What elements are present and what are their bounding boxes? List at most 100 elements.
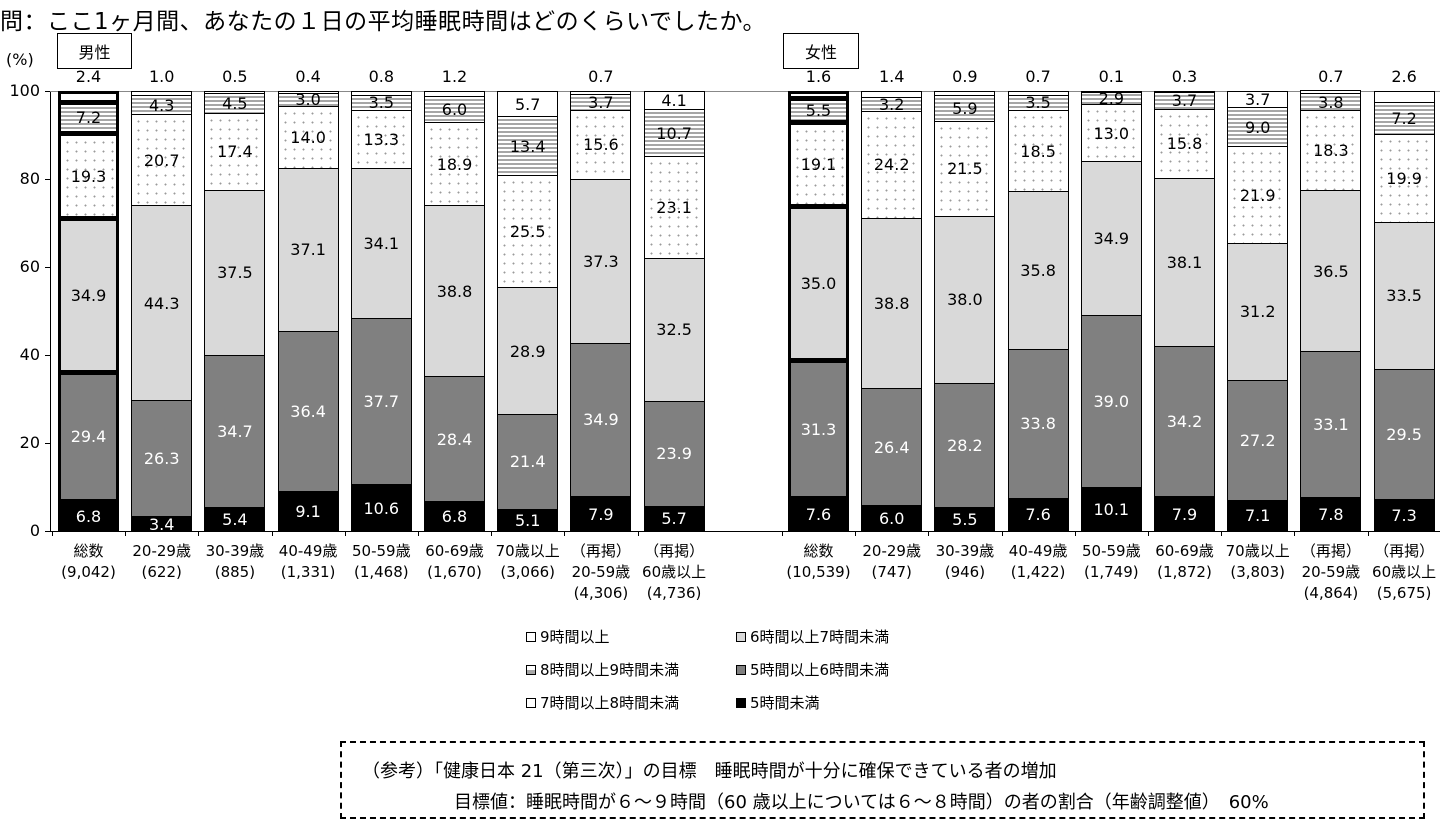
category-label: 30-39歳 (885) bbox=[195, 541, 275, 583]
legend-swatch-icon bbox=[736, 631, 746, 642]
y-tick-mark bbox=[45, 355, 50, 356]
segment-value-label: 27.2 bbox=[1239, 430, 1276, 450]
bar-segment bbox=[1080, 91, 1142, 93]
y-tick-label: 100 bbox=[9, 81, 40, 100]
segment-value-label: 3.7 bbox=[1244, 89, 1271, 109]
category-label: 総数 (10,539) bbox=[779, 541, 859, 583]
bar-segment: 28.9 bbox=[497, 287, 559, 416]
bar-women-2: 5.5 28.2 38.0 21.5 5.9 bbox=[934, 91, 996, 532]
bar-segment: 35.0 bbox=[788, 205, 849, 361]
bar-segment: 39.0 bbox=[1080, 314, 1142, 488]
segment-value-label: 35.8 bbox=[1020, 261, 1056, 281]
bar-segment bbox=[58, 91, 119, 103]
category-label-line: (9,042) bbox=[61, 563, 116, 581]
category-label-line: (4,306) bbox=[573, 584, 629, 602]
segment-value-label: 35.0 bbox=[800, 273, 837, 293]
bar-segment bbox=[788, 90, 849, 99]
bar-segment: 21.9 bbox=[1227, 146, 1289, 244]
segment-value-label: 28.4 bbox=[436, 429, 473, 449]
segment-value-label: 21.5 bbox=[947, 159, 983, 179]
bar-segment: 18.3 bbox=[1300, 109, 1362, 192]
bar-segment: 38.0 bbox=[934, 215, 996, 384]
bar-segment: 34.9 bbox=[1080, 161, 1142, 316]
segment-value-label: 37.5 bbox=[217, 263, 253, 283]
y-axis-line bbox=[50, 91, 51, 531]
bar-segment: 7.9 bbox=[570, 496, 632, 532]
segment-value-label: 5.1 bbox=[514, 510, 541, 530]
segment-value-label: 29.5 bbox=[1386, 424, 1422, 444]
segment-value-label: 2.9 bbox=[1098, 88, 1125, 108]
bar-segment: 18.9 bbox=[424, 122, 485, 207]
segment-value-label: 23.1 bbox=[656, 197, 692, 217]
bar-segment: 32.5 bbox=[643, 257, 705, 402]
segment-value-label: 10.6 bbox=[363, 498, 400, 518]
segment-value-label: 28.9 bbox=[509, 341, 546, 361]
segment-value-label: 33.1 bbox=[1313, 414, 1349, 434]
x-tick-mark bbox=[1294, 531, 1296, 536]
bar-segment: 36.5 bbox=[1300, 190, 1362, 353]
segment-value-label: 7.9 bbox=[588, 504, 614, 524]
bar-segment: 5.5 bbox=[788, 97, 849, 123]
bar-segment: 5.4 bbox=[204, 507, 266, 532]
category-label: 70歳以上 (3,803) bbox=[1218, 541, 1298, 583]
segment-value-label: 4.1 bbox=[661, 91, 687, 111]
category-label-line: 30-39歳 bbox=[935, 542, 995, 560]
legend-swatch-icon bbox=[736, 697, 746, 708]
bar-segment: 25.5 bbox=[497, 175, 559, 289]
reference-note-box: （参考）「健康日本 21（第三次）」の目標 睡眠時間が十分に確保できている者の増… bbox=[340, 741, 1425, 819]
top-value-label: 0.3 bbox=[1171, 67, 1198, 86]
top-value-label: 0.4 bbox=[295, 67, 321, 86]
top-gridline bbox=[50, 91, 1440, 92]
segment-value-label: 25.5 bbox=[509, 222, 546, 242]
bar-segment: 3.0 bbox=[277, 90, 339, 109]
bar-segment: 17.4 bbox=[204, 113, 266, 191]
top-value-label: 0.8 bbox=[368, 67, 395, 86]
category-label-line: (622) bbox=[141, 563, 182, 581]
x-tick-mark bbox=[564, 531, 566, 536]
segment-value-label: 3.4 bbox=[148, 514, 175, 534]
bar-segment: 18.5 bbox=[1007, 109, 1069, 193]
legend-label: 7時間以上8時間未満 bbox=[540, 694, 680, 712]
category-label-line: (3,803) bbox=[1230, 563, 1286, 581]
category-label-line: (5,675) bbox=[1376, 584, 1432, 602]
segment-value-label: 38.8 bbox=[436, 281, 473, 301]
segment-value-label: 5.7 bbox=[514, 94, 541, 114]
bar-men-6: 5.1 21.4 28.9 25.5 13.4 5.7 bbox=[497, 91, 559, 532]
bar-women-8: 7.3 29.5 33.5 19.9 7.2 bbox=[1373, 91, 1435, 532]
segment-value-label: 7.9 bbox=[1171, 504, 1198, 524]
bar-segment: 10.1 bbox=[1080, 486, 1142, 532]
segment-value-label: 23.9 bbox=[656, 444, 692, 464]
segment-value-label: 4.3 bbox=[148, 95, 175, 115]
segment-value-label: 32.5 bbox=[656, 320, 692, 340]
legend-swatch-icon bbox=[736, 664, 746, 675]
bar-segment: 13.0 bbox=[1080, 104, 1142, 163]
segment-value-label: 21.9 bbox=[1239, 185, 1276, 205]
segment-value-label: 34.7 bbox=[217, 421, 253, 441]
segment-value-label: 34.9 bbox=[583, 410, 619, 430]
category-label-line: (1,468) bbox=[353, 563, 409, 581]
y-tick-mark bbox=[45, 91, 50, 92]
category-label-line: 20-29歳 bbox=[132, 542, 191, 560]
bar-segment: 33.5 bbox=[1373, 221, 1435, 371]
bar-segment: 7.1 bbox=[1227, 499, 1289, 532]
category-label-line: 20-59歳 bbox=[571, 563, 631, 581]
segment-value-label: 13.4 bbox=[509, 136, 546, 156]
bar-segment: 38.1 bbox=[1154, 178, 1215, 347]
legend-item-7-8h: 7時間以上8時間未満 bbox=[526, 692, 679, 713]
segment-value-label: 10.1 bbox=[1093, 499, 1130, 519]
segment-value-label: 19.1 bbox=[800, 154, 837, 174]
segment-value-label: 13.0 bbox=[1093, 123, 1130, 143]
bar-segment: 7.2 bbox=[58, 101, 119, 135]
segment-value-label: 28.2 bbox=[947, 435, 983, 455]
segment-value-label: 33.8 bbox=[1020, 414, 1056, 434]
bar-segment bbox=[350, 91, 412, 96]
bar-segment: 7.6 bbox=[1007, 497, 1069, 532]
segment-value-label: 18.5 bbox=[1020, 141, 1056, 161]
segment-value-label: 9.1 bbox=[295, 501, 321, 521]
bar-segment: 38.8 bbox=[424, 205, 485, 378]
top-value-label: 2.4 bbox=[75, 67, 102, 86]
segment-value-label: 19.3 bbox=[70, 166, 107, 186]
bar-segment: 4.1 bbox=[643, 91, 705, 111]
bar-men-7: 7.9 34.9 37.3 15.6 3.7 bbox=[570, 90, 632, 532]
category-label-line: 30-39歳 bbox=[205, 542, 265, 560]
